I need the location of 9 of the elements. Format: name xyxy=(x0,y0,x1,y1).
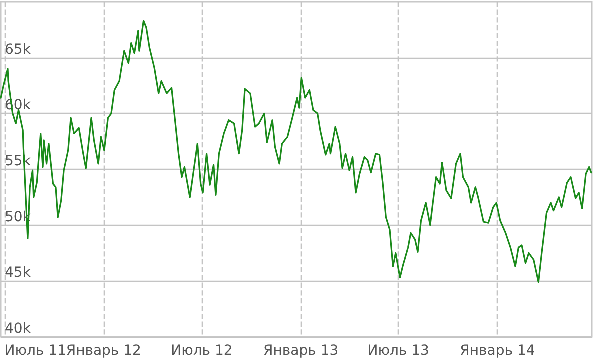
x-tick-label: Июль 12 xyxy=(171,343,233,359)
x-tick-label: Июль 11 xyxy=(4,343,67,359)
x-tick-label: Январь 14 xyxy=(460,343,536,359)
x-tick-label: Июль 13 xyxy=(368,343,430,359)
y-tick-label: 65k xyxy=(5,42,32,58)
y-tick-label: 40k xyxy=(5,321,32,337)
y-tick-label: 45k xyxy=(5,265,32,282)
x-tick-label: Январь 13 xyxy=(264,343,339,359)
x-tick-label: Январь 12 xyxy=(66,343,142,359)
